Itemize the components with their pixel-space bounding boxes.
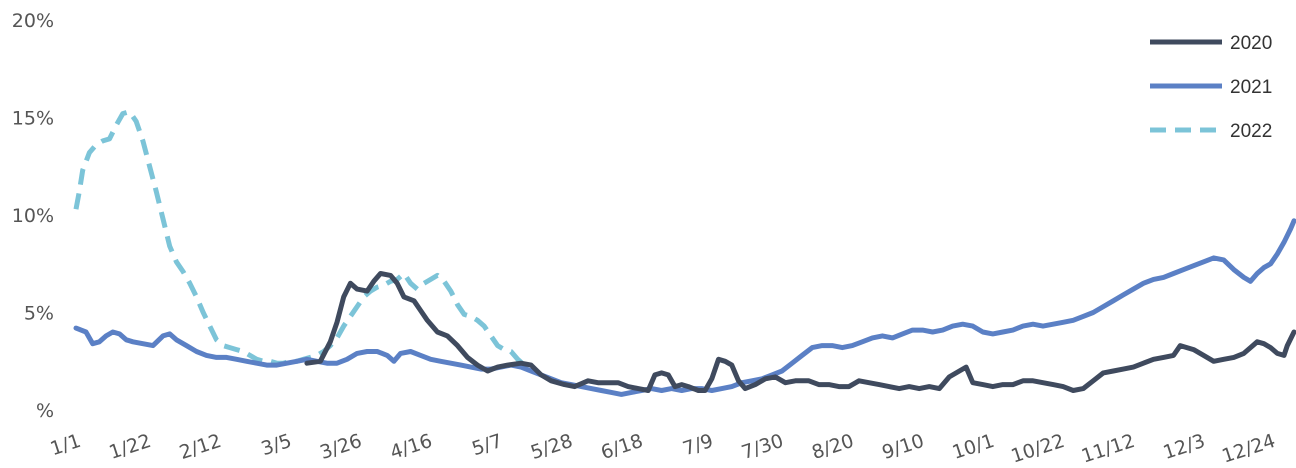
x-tick-label: 7/30 (739, 430, 786, 464)
legend: 2020 2021 2022 (1150, 33, 1272, 142)
series-line-2020 (304, 271, 1296, 393)
y-tick-label: 20% (12, 10, 54, 32)
x-axis: 1/1 1/22 2/12 3/5 3/26 4/16 5/7 5/28 6/18 7/9 7/30… (48, 430, 1278, 468)
x-tick-label: 1/22 (106, 430, 153, 464)
x-tick-label: 9/10 (879, 430, 926, 464)
x-tick-label: 2/12 (177, 430, 224, 464)
x-tick-label: 10/1 (950, 430, 997, 464)
x-tick-label: 7/9 (680, 430, 716, 460)
x-tick-label: 8/20 (809, 430, 856, 464)
series-line-2021 (73, 218, 1296, 397)
y-tick-label: 5% (24, 303, 54, 325)
series-line-2022 (73, 109, 527, 367)
x-tick-label: 12/24 (1219, 430, 1278, 468)
y-tick-label: 10% (12, 205, 54, 227)
x-tick-label: 6/18 (598, 430, 645, 464)
x-tick-label: 10/22 (1008, 430, 1067, 468)
legend-label-2022: 2022 (1230, 121, 1272, 142)
x-tick-label: 4/16 (388, 430, 435, 464)
x-tick-label: 5/7 (469, 430, 505, 460)
x-tick-label: 5/28 (528, 430, 575, 464)
y-tick-label: 15% (12, 108, 54, 130)
y-axis: % 5% 10% 15% 20% (12, 10, 54, 422)
x-tick-label: 3/26 (317, 430, 364, 464)
y-tick-label: % (36, 400, 54, 422)
legend-label-2020: 2020 (1230, 33, 1272, 54)
x-tick-label: 3/5 (258, 430, 294, 460)
legend-label-2021: 2021 (1230, 77, 1272, 98)
series-layer (73, 109, 1296, 397)
x-tick-label: 12/3 (1160, 430, 1207, 464)
x-tick-label: 11/12 (1079, 430, 1138, 468)
x-tick-label: 1/1 (48, 430, 84, 460)
